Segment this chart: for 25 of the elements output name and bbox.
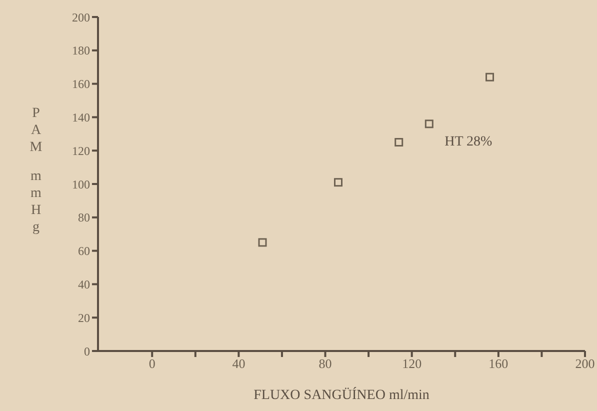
y-tick-label: 100	[72, 177, 90, 192]
y-tick-label: 180	[72, 44, 90, 58]
y-tick-label: 40	[78, 277, 90, 292]
point	[486, 72, 494, 82]
x-tick-label: 80	[318, 356, 332, 372]
point	[424, 120, 434, 128]
y-tick-label: 0	[84, 344, 90, 358]
y-tick-label: 60	[78, 244, 90, 258]
x-tick-label: 200	[575, 356, 595, 372]
y-tick-label: 140	[72, 110, 90, 124]
y-tick-label: 160	[72, 77, 90, 92]
series-label: HT 28%	[444, 134, 493, 150]
y-tick-label: 200	[72, 10, 90, 24]
y-tick-label: 20	[78, 310, 90, 325]
y-tick-label: 120	[72, 144, 90, 158]
point	[334, 178, 343, 187]
x-tick-label: 120	[402, 356, 422, 372]
y-tick-label: 80	[78, 210, 90, 225]
point	[394, 138, 404, 146]
x-tick-label: 0	[148, 356, 156, 372]
point	[258, 238, 267, 247]
y-axis-title: PAM mmHg	[28, 105, 44, 236]
x-axis-title: FLUXO SANGÜÍNEO ml/min	[254, 386, 430, 403]
x-tick-label: 160	[488, 356, 508, 372]
x-tick-label: 40	[232, 356, 246, 372]
